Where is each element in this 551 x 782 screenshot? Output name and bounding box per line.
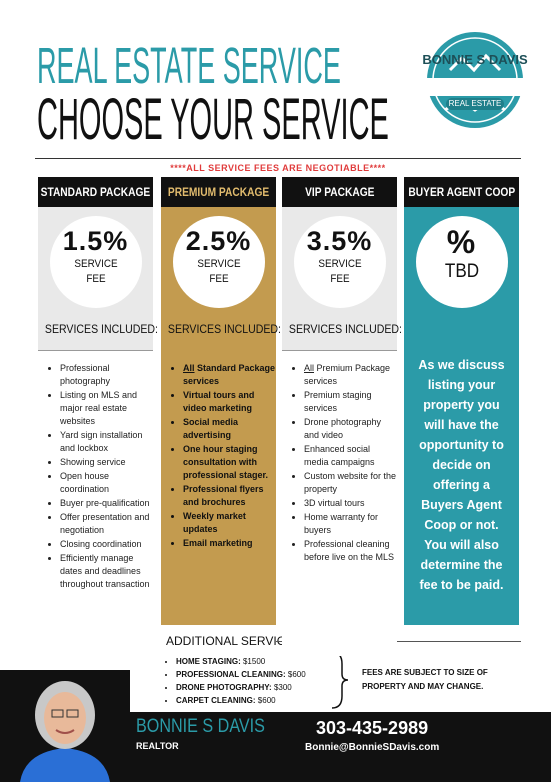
service-item: One hour staging consultation with profe… — [183, 443, 276, 482]
rate-circle: 3.5% SERVICE FEE — [293, 216, 386, 308]
additional-label: HOME STAGING: — [176, 657, 241, 666]
rate: % — [446, 224, 477, 260]
fee-label: SERVICE — [196, 258, 241, 270]
package-name: VIP PACKAGE — [304, 185, 375, 199]
package-name: PREMIUM PACKAGE — [167, 185, 270, 199]
rule — [276, 641, 521, 642]
fee-label: SERVICE — [73, 258, 118, 270]
rate: 2.5% — [185, 226, 252, 256]
fee-label: SERVICE — [317, 258, 362, 270]
list-area — [282, 350, 397, 656]
logo — [422, 32, 528, 128]
service-item: Premium staging services — [304, 389, 397, 415]
service-item: Social media advertising — [183, 416, 276, 442]
item-text: Premium Package services — [304, 363, 391, 386]
service-item: All Premium Package services — [304, 362, 397, 388]
included-label: SERVICES INCLUDED: — [44, 322, 158, 336]
title: REAL ESTATE SERVICE — [37, 37, 341, 94]
package-header: PREMIUM PACKAGE — [161, 177, 276, 207]
service-item: Enhanced social media campaigns — [304, 443, 397, 469]
service-item: Closing coordination — [60, 538, 153, 551]
rate: 1.5% — [62, 226, 129, 256]
service-item: Drone photography and video — [304, 416, 397, 442]
additional-item: HOME STAGING: $1500 — [176, 655, 306, 668]
agent-photo — [20, 681, 110, 782]
service-item: Professional photography — [60, 362, 153, 388]
footer-name: BONNIE S DAVIS — [136, 716, 265, 737]
package-header: VIP PACKAGE — [282, 177, 397, 207]
service-item: 3D virtual tours — [304, 497, 397, 510]
service-item: All Standard Package services — [183, 362, 276, 388]
additional-item: DRONE PHOTOGRAPHY: $300 — [176, 681, 306, 694]
list-area — [38, 350, 153, 656]
service-item: Professional flyers and brochures — [183, 483, 276, 509]
service-item: Email marketing — [183, 537, 276, 550]
additional-item: CARPET CLEANING: $600 — [176, 694, 306, 707]
service-list: All Premium Package servicesPremium stag… — [290, 362, 397, 565]
fee-label: FEE — [85, 273, 106, 285]
footer-phone: 303-435-2989 — [316, 718, 429, 738]
brace — [331, 651, 349, 709]
footer-role: REALTOR — [136, 741, 179, 751]
rate-circle: 2.5% SERVICE FEE — [172, 216, 265, 308]
fee-label: FEE — [329, 273, 350, 285]
subtitle: CHOOSE YOUR SERVICE — [37, 87, 389, 152]
fee-label: FEE — [208, 273, 229, 285]
package-header: STANDARD PACKAGE — [38, 177, 153, 207]
description: As we discuss listing your property you … — [418, 358, 505, 592]
service-list: All Standard Package servicesVirtual tou… — [169, 362, 276, 551]
additional-label: CARPET CLEANING: — [176, 696, 256, 705]
additional-item: PROFESSIONAL CLEANING: $600 — [176, 668, 306, 681]
rate-circle: % TBD — [415, 216, 508, 308]
service-item: Buyer pre-qualification — [60, 497, 153, 510]
service-item: Weekly market updates — [183, 510, 276, 536]
notice: ****ALL SERVICE FEES ARE NEGOTIABLE**** — [170, 163, 386, 173]
item-text: Standard Package services — [183, 363, 276, 386]
divider — [35, 158, 521, 159]
service-item: Virtual tours and video marketing — [183, 389, 276, 415]
fee-label: TBD — [444, 261, 479, 282]
rate-circle: 1.5% SERVICE FEE — [49, 216, 142, 308]
rate: 3.5% — [306, 226, 373, 256]
footer-email: Bonnie@BonnieSDavis.com — [305, 742, 440, 753]
service-item: Open house coordination — [60, 470, 153, 496]
service-item: Listing on MLS and major real estate web… — [60, 389, 153, 428]
emphasis: All — [183, 363, 195, 373]
service-item: Efficiently manage dates and deadlines t… — [60, 552, 153, 591]
emphasis: All — [304, 363, 315, 373]
additional-price: $1500 — [242, 657, 266, 666]
additional-label: PROFESSIONAL CLEANING: — [176, 670, 286, 679]
logo-tagline: REAL ESTATE — [448, 99, 502, 108]
additional-price: $600 — [287, 670, 306, 679]
additional-heading: ADDITIONAL SERVICES — [166, 634, 302, 648]
package-header: BUYER AGENT COOP — [404, 177, 519, 207]
additional-label: DRONE PHOTOGRAPHY: — [176, 683, 272, 692]
additional-price: $300 — [273, 683, 292, 692]
additional-note: FEES ARE SUBJECT TO SIZE OF PROPERTY AND… — [362, 668, 488, 691]
service-item: Showing service — [60, 456, 153, 469]
service-item: Yard sign installation and lockbox — [60, 429, 153, 455]
included-label: SERVICES INCLUDED: — [288, 322, 402, 336]
service-item: Home warranty for buyers — [304, 511, 397, 537]
service-item: Offer presentation and negotiation — [60, 511, 153, 537]
additional-price: $600 — [257, 696, 276, 705]
service-item: Custom website for the property — [304, 470, 397, 496]
included-label: SERVICES INCLUDED: — [167, 322, 281, 336]
service-item: Professional cleaning before live on the… — [304, 538, 397, 564]
service-list: Professional photographyListing on MLS a… — [46, 362, 153, 592]
package-name: STANDARD PACKAGE — [40, 185, 151, 199]
logo-name: BONNIE S DAVIS — [422, 52, 528, 67]
footer-bar — [130, 712, 551, 782]
additional-list: HOME STAGING: $1500PROFESSIONAL CLEANING… — [162, 655, 306, 707]
package-name: BUYER AGENT COOP — [408, 185, 515, 199]
